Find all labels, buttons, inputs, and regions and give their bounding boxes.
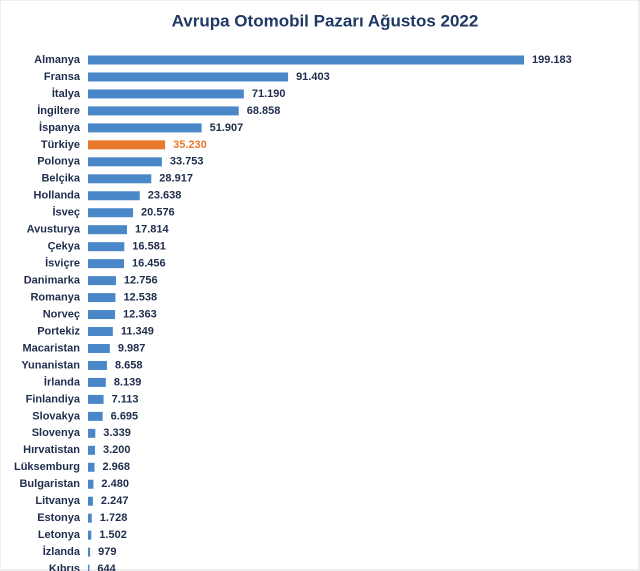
value-label: 8.658	[115, 359, 143, 371]
value-label: 9.987	[118, 342, 146, 354]
bar	[88, 513, 92, 523]
chart-title: Avrupa Otomobil Pazarı Ağustos 2022	[172, 11, 479, 30]
category-label: Portekiz	[37, 325, 80, 337]
value-label: 1.502	[99, 529, 127, 541]
bar	[88, 310, 116, 320]
category-label: Almanya	[34, 54, 81, 66]
bar	[88, 55, 524, 65]
value-label: 2.480	[101, 478, 129, 490]
category-label: Yunanistan	[21, 359, 80, 371]
category-label: Çekya	[48, 241, 81, 253]
value-label: 71.190	[252, 88, 286, 100]
category-label: İngiltere	[37, 104, 80, 117]
bar	[88, 72, 289, 82]
value-label: 2.968	[102, 461, 130, 473]
value-label: 20.576	[141, 207, 175, 219]
category-label: Türkiye	[41, 139, 80, 151]
category-label: Norveç	[43, 308, 80, 320]
value-label: 23.638	[148, 190, 182, 202]
category-label: Estonya	[37, 512, 81, 524]
bar	[88, 191, 140, 201]
category-label: Bulgaristan	[19, 478, 80, 490]
category-label: Macaristan	[23, 342, 81, 354]
bar	[88, 123, 202, 133]
value-label: 2.247	[101, 495, 129, 507]
value-label: 12.756	[124, 275, 158, 287]
category-label: Hırvatistan	[23, 444, 80, 456]
value-label: 3.200	[103, 444, 131, 456]
category-label: Letonya	[38, 529, 81, 541]
bar	[88, 530, 92, 540]
value-label: 8.139	[114, 376, 142, 388]
category-label: Litvanya	[35, 495, 81, 507]
bar	[88, 225, 127, 235]
value-label: 12.363	[123, 308, 157, 320]
category-label: Romanya	[30, 291, 80, 303]
value-label: 33.753	[170, 156, 204, 168]
bar	[88, 428, 96, 438]
value-label: 199.183	[532, 54, 572, 66]
category-label: İspanya	[39, 121, 81, 134]
category-label: İsveç	[52, 206, 80, 219]
bar	[88, 496, 93, 506]
category-label: Hollanda	[34, 190, 81, 202]
value-label: 17.814	[135, 224, 170, 236]
value-label: 7.113	[112, 393, 139, 405]
category-label: İzlanda	[43, 545, 81, 558]
bar	[88, 208, 134, 218]
category-label: Danimarka	[24, 275, 81, 287]
bar	[88, 343, 110, 353]
value-label: 16.456	[132, 258, 166, 270]
value-label: 12.538	[123, 291, 157, 303]
category-label: Lüksemburg	[14, 461, 80, 473]
category-label: Polonya	[37, 156, 81, 168]
category-label: İsviçre	[45, 257, 80, 270]
bar	[88, 276, 116, 286]
bar	[88, 174, 152, 184]
value-label: 644	[97, 563, 116, 571]
category-label: Fransa	[44, 71, 81, 83]
bar	[88, 377, 106, 387]
value-label: 51.907	[210, 122, 244, 134]
bar	[88, 89, 244, 99]
bar	[88, 242, 125, 252]
category-label: Finlandiya	[26, 393, 81, 405]
category-label: İrlanda	[44, 375, 81, 388]
value-label: 16.581	[132, 241, 166, 253]
category-label: İtalya	[52, 87, 81, 100]
bar	[88, 394, 104, 404]
bar	[88, 360, 107, 370]
value-label: 68.858	[247, 105, 281, 117]
bar	[88, 547, 91, 557]
value-label: 28.917	[159, 173, 193, 185]
category-label: Kıbrıs	[49, 563, 80, 571]
bar	[88, 259, 125, 269]
bar	[88, 564, 90, 571]
value-label: 979	[98, 546, 116, 558]
bar	[88, 157, 162, 167]
bar	[88, 411, 103, 421]
value-label: 1.728	[100, 512, 128, 524]
category-label: Avusturya	[27, 224, 81, 236]
bar	[88, 445, 96, 455]
bar	[88, 106, 239, 116]
value-label: 3.339	[103, 427, 131, 439]
bar	[88, 293, 116, 303]
bar	[88, 479, 94, 489]
bar	[88, 140, 166, 150]
value-label: 11.349	[121, 325, 154, 337]
value-label: 6.695	[111, 410, 139, 422]
value-label: 91.403	[296, 71, 330, 83]
category-label: Slovakya	[32, 410, 81, 422]
bar	[88, 462, 95, 472]
bar	[88, 327, 113, 337]
category-label: Slovenya	[32, 427, 81, 439]
category-label: Belçika	[41, 173, 80, 185]
value-label: 35.230	[173, 139, 207, 151]
